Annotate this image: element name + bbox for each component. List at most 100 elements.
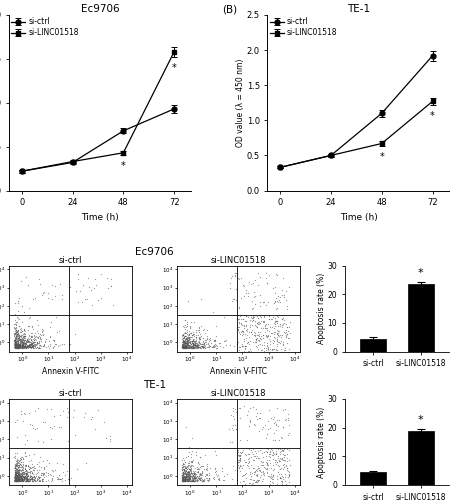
- Point: [223, 470, 231, 478]
- Point: [240, 402, 247, 410]
- Point: [19, 338, 26, 346]
- Point: [14, 463, 21, 471]
- Point: [227, 274, 234, 282]
- Point: [263, 448, 271, 456]
- Point: [194, 476, 201, 484]
- Point: [18, 471, 25, 479]
- Point: [205, 342, 212, 350]
- Point: [14, 476, 21, 484]
- Point: [278, 478, 285, 486]
- Point: [201, 342, 208, 349]
- Point: [28, 476, 35, 484]
- Point: [14, 472, 21, 480]
- Point: [22, 274, 30, 281]
- Point: [179, 344, 186, 351]
- Point: [250, 456, 257, 464]
- Point: [243, 411, 250, 419]
- Point: [185, 334, 192, 342]
- Point: [204, 477, 211, 485]
- Point: [39, 469, 46, 477]
- Point: [267, 474, 274, 482]
- Point: [250, 476, 257, 484]
- Point: [16, 460, 23, 468]
- Point: [275, 436, 282, 444]
- Point: [254, 318, 262, 326]
- Point: [23, 470, 30, 478]
- Point: [182, 477, 189, 485]
- Point: [13, 342, 20, 350]
- Point: [243, 317, 250, 325]
- Point: [18, 331, 25, 339]
- Point: [275, 470, 282, 478]
- Point: [11, 340, 19, 348]
- Point: [27, 336, 35, 344]
- Point: [277, 454, 284, 462]
- Point: [182, 469, 189, 477]
- Point: [246, 404, 253, 412]
- Point: [16, 342, 24, 349]
- Point: [205, 335, 212, 343]
- Y-axis label: Apoptosis rate (%): Apoptosis rate (%): [317, 273, 326, 344]
- Point: [188, 332, 196, 340]
- Point: [179, 340, 186, 348]
- Point: [229, 426, 237, 434]
- Point: [185, 340, 192, 348]
- Point: [65, 408, 72, 416]
- Point: [188, 472, 195, 480]
- Point: [30, 295, 37, 303]
- Point: [202, 336, 209, 344]
- Point: [19, 469, 26, 477]
- Point: [181, 477, 188, 485]
- Point: [20, 470, 27, 478]
- Point: [57, 422, 64, 430]
- Point: [188, 456, 195, 464]
- Point: [65, 454, 73, 462]
- Point: [183, 476, 190, 484]
- Point: [12, 476, 19, 484]
- Point: [181, 328, 188, 336]
- Point: [12, 339, 20, 347]
- Point: [273, 346, 281, 354]
- Point: [279, 340, 286, 348]
- Point: [180, 474, 187, 482]
- Point: [16, 466, 23, 474]
- Point: [16, 333, 23, 341]
- Point: [206, 340, 213, 348]
- Point: [26, 342, 34, 349]
- Point: [183, 338, 191, 346]
- Point: [26, 342, 33, 350]
- Point: [15, 340, 22, 348]
- Point: [253, 343, 261, 351]
- Point: [31, 340, 38, 348]
- Point: [26, 475, 34, 483]
- Point: [192, 472, 199, 480]
- Point: [232, 270, 239, 278]
- Point: [267, 445, 275, 453]
- Point: [11, 462, 19, 470]
- Point: [27, 340, 34, 348]
- Point: [14, 476, 21, 484]
- Point: [17, 469, 25, 477]
- Point: [187, 477, 194, 485]
- Point: [36, 473, 43, 481]
- Point: [14, 342, 21, 350]
- Point: [220, 344, 227, 351]
- Point: [183, 342, 190, 349]
- Point: [30, 472, 38, 480]
- Point: [202, 336, 210, 344]
- Point: [188, 331, 196, 339]
- Point: [15, 334, 22, 342]
- Point: [28, 477, 35, 485]
- Point: [13, 468, 20, 476]
- Point: [22, 343, 29, 351]
- Point: [19, 456, 26, 464]
- Point: [254, 314, 262, 322]
- Point: [200, 343, 207, 351]
- Point: [220, 476, 227, 484]
- Point: [266, 453, 274, 461]
- Point: [243, 451, 250, 459]
- Point: [22, 340, 30, 348]
- Y-axis label: OD value (λ = 450 nm): OD value (λ = 450 nm): [237, 58, 245, 147]
- Point: [279, 462, 286, 469]
- Point: [56, 280, 64, 288]
